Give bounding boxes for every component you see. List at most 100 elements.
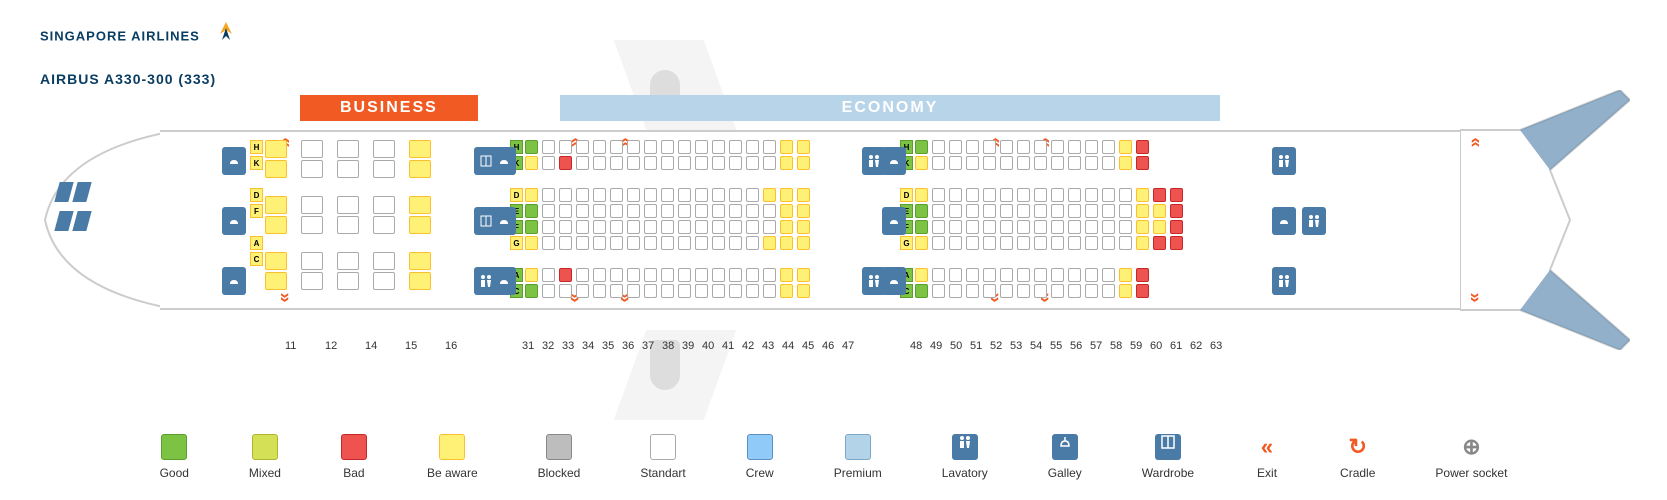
seat <box>1119 220 1132 234</box>
seat <box>1051 284 1064 298</box>
seat <box>559 140 572 154</box>
galley-icon <box>492 267 516 295</box>
seat <box>695 220 708 234</box>
seat <box>576 204 589 218</box>
seat <box>301 196 323 214</box>
seat <box>746 220 759 234</box>
seat <box>780 204 793 218</box>
seat <box>1119 156 1132 170</box>
seat <box>644 156 657 170</box>
seat <box>337 272 359 290</box>
airline-logo-icon <box>212 20 240 53</box>
row-number: 37 <box>642 340 654 352</box>
seat <box>966 268 979 282</box>
seat <box>949 156 962 170</box>
seat <box>559 284 572 298</box>
seat <box>983 156 996 170</box>
seat-letter-label: G <box>510 236 523 250</box>
seat <box>593 268 606 282</box>
seat <box>1119 204 1132 218</box>
seat <box>983 284 996 298</box>
seat <box>1034 284 1047 298</box>
seat <box>966 236 979 250</box>
seat <box>1153 188 1166 202</box>
row-number: 45 <box>802 340 814 352</box>
seat <box>409 252 431 270</box>
seat <box>542 268 555 282</box>
wardrobe-icon <box>1155 434 1181 460</box>
row-number: 36 <box>622 340 634 352</box>
seat <box>983 204 996 218</box>
seat <box>1170 220 1183 234</box>
row-number: 58 <box>1110 340 1122 352</box>
seat <box>559 188 572 202</box>
seat <box>1068 204 1081 218</box>
row-number: 63 <box>1210 340 1222 352</box>
seat <box>949 268 962 282</box>
seat <box>712 268 725 282</box>
legend-label: Premium <box>834 466 882 480</box>
row-number: 39 <box>682 340 694 352</box>
seat <box>1068 188 1081 202</box>
row-number: 59 <box>1130 340 1142 352</box>
seat <box>627 204 640 218</box>
seat <box>1085 156 1098 170</box>
seat <box>265 272 287 290</box>
seat <box>1119 268 1132 282</box>
row-number: 55 <box>1050 340 1062 352</box>
seat <box>1119 284 1132 298</box>
seat <box>746 140 759 154</box>
seat <box>1102 284 1115 298</box>
seat <box>797 268 810 282</box>
seat <box>746 284 759 298</box>
seat <box>780 156 793 170</box>
seat <box>661 140 674 154</box>
seat <box>576 284 589 298</box>
row-number: 57 <box>1090 340 1102 352</box>
galley-icon <box>222 147 246 175</box>
seat <box>678 236 691 250</box>
seat <box>695 204 708 218</box>
seat <box>337 216 359 234</box>
seat <box>542 220 555 234</box>
seat <box>712 204 725 218</box>
row-number: 44 <box>782 340 794 352</box>
seat <box>627 220 640 234</box>
row-number: 52 <box>990 340 1002 352</box>
seat <box>1068 156 1081 170</box>
legend-item-good: Good <box>160 434 189 480</box>
seat <box>627 188 640 202</box>
seat <box>983 140 996 154</box>
aircraft-tail <box>1460 90 1630 350</box>
seat <box>1017 140 1030 154</box>
row-number: 61 <box>1170 340 1182 352</box>
seat <box>525 140 538 154</box>
seat <box>301 272 323 290</box>
seat <box>610 204 623 218</box>
row-number: 14 <box>365 340 377 352</box>
seat <box>780 236 793 250</box>
seat <box>932 156 945 170</box>
seat <box>1102 268 1115 282</box>
seat <box>1119 140 1132 154</box>
legend-swatch <box>747 434 773 460</box>
seat <box>797 204 810 218</box>
seat <box>1000 188 1013 202</box>
seat <box>1085 140 1098 154</box>
galley-icon <box>1052 434 1078 460</box>
seat <box>915 204 928 218</box>
seat <box>373 216 395 234</box>
seat <box>780 284 793 298</box>
galley-icon <box>492 147 516 175</box>
seat <box>746 156 759 170</box>
seat <box>337 140 359 158</box>
seat <box>265 140 287 158</box>
seat <box>763 204 776 218</box>
seat <box>780 268 793 282</box>
seat <box>525 268 538 282</box>
seat <box>593 204 606 218</box>
seat <box>644 236 657 250</box>
seat <box>1068 268 1081 282</box>
seat <box>644 268 657 282</box>
row-number: 16 <box>445 340 457 352</box>
